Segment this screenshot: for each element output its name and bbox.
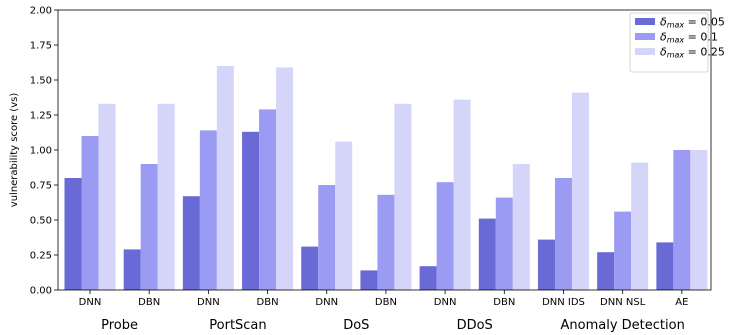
bar-1-9 <box>537 239 555 290</box>
x-tick-label: DNN NSL <box>600 297 646 308</box>
legend-label: δmax = 0.1 <box>660 31 718 45</box>
bar-3-6 <box>394 103 412 290</box>
legend-swatch <box>635 18 655 25</box>
y-tick-label: 1.25 <box>30 111 52 122</box>
bar-2-4 <box>259 109 277 291</box>
y-tick-label: 1.00 <box>30 146 52 157</box>
bar-3-11 <box>690 150 708 290</box>
legend-swatch <box>635 48 655 55</box>
y-tick-label: 1.50 <box>30 76 52 87</box>
bar-3-7 <box>453 99 471 290</box>
bar-2-2 <box>140 164 158 290</box>
bar-2-8 <box>495 197 513 290</box>
y-tick-label: 0.50 <box>30 216 52 227</box>
x-tick-label: DBN <box>493 297 515 308</box>
x-tick-label: DNN <box>434 297 457 308</box>
x-tick-label: DBN <box>375 297 397 308</box>
bar-3-4 <box>276 67 294 291</box>
bar-3-3 <box>216 66 234 290</box>
group-label: DoS <box>343 318 369 333</box>
bar-2-5 <box>318 185 336 290</box>
x-tick-label: DNN <box>197 297 220 308</box>
bar-1-5 <box>301 246 319 290</box>
y-tick-label: 0.25 <box>30 251 52 262</box>
bar-1-3 <box>182 196 200 290</box>
bar-3-10 <box>631 162 649 290</box>
bar-1-1 <box>64 178 82 290</box>
bar-3-1 <box>98 103 116 290</box>
bar-1-2 <box>123 249 141 290</box>
bar-3-8 <box>512 164 530 290</box>
group-label: DDoS <box>457 318 493 333</box>
bar-1-11 <box>656 242 674 290</box>
y-tick-label: 0.75 <box>30 181 52 192</box>
y-tick-label: 2.00 <box>30 6 52 17</box>
y-tick-label: 0.00 <box>30 286 52 297</box>
bar-1-4 <box>242 131 260 290</box>
bar-3-9 <box>571 92 589 290</box>
legend-label: δmax = 0.05 <box>660 16 725 30</box>
group-label: Probe <box>101 318 138 333</box>
bar-2-9 <box>554 178 572 290</box>
bar-3-2 <box>157 103 175 290</box>
x-tick-label: DNN IDS <box>542 297 585 308</box>
x-tick-label: DNN <box>79 297 102 308</box>
x-tick-label: AE <box>675 297 688 308</box>
group-label: Anomaly Detection <box>561 318 685 333</box>
bar-1-8 <box>478 218 496 290</box>
bar-2-1 <box>81 136 99 290</box>
legend-label: δmax = 0.25 <box>660 46 725 60</box>
bar-2-10 <box>614 211 632 290</box>
y-tick-label: 1.75 <box>30 41 52 52</box>
x-tick-label: DBN <box>257 297 279 308</box>
bar-1-6 <box>360 270 378 290</box>
bar-3-5 <box>335 141 353 290</box>
bar-1-10 <box>597 252 615 290</box>
bar-2-11 <box>673 150 691 290</box>
legend-swatch <box>635 33 655 40</box>
x-tick-label: DBN <box>138 297 160 308</box>
group-label: PortScan <box>209 318 266 333</box>
y-axis-label: vulnerability score (vs) <box>9 93 20 208</box>
bar-2-6 <box>377 194 395 290</box>
bar-1-7 <box>419 266 437 290</box>
legend-box <box>629 12 709 73</box>
bar-2-3 <box>199 130 217 290</box>
x-tick-label: DNN <box>315 297 338 308</box>
bar-2-7 <box>436 182 454 290</box>
